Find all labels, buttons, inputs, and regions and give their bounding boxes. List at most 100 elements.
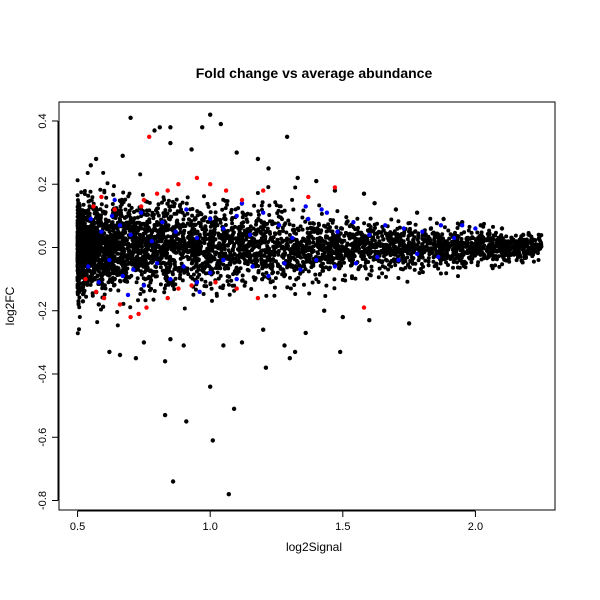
cloud-point	[229, 217, 234, 222]
cloud-point	[125, 266, 130, 271]
cloud-point	[77, 201, 82, 206]
cloud-point	[87, 259, 92, 264]
cloud-point	[323, 239, 328, 244]
cloud-point	[385, 233, 390, 238]
cloud-point	[167, 244, 172, 249]
cloud-point	[145, 219, 150, 224]
cloud-point	[252, 203, 257, 208]
cloud-point	[156, 256, 161, 261]
cloud-point	[383, 251, 388, 256]
cloud-point	[88, 282, 93, 287]
cloud-point	[459, 237, 464, 241]
cloud-point	[379, 230, 384, 235]
cloud-point	[343, 230, 348, 235]
cloud-point	[286, 218, 291, 223]
cloud-point	[443, 241, 448, 246]
cloud-point	[98, 187, 103, 192]
cloud-point	[539, 233, 544, 238]
data-point-series-0	[414, 210, 420, 215]
cloud-point	[193, 287, 198, 292]
cloud-point	[132, 210, 136, 214]
data-point-series-1	[173, 229, 178, 234]
cloud-point	[371, 235, 376, 240]
cloud-point	[240, 273, 245, 278]
cloud-point	[112, 184, 116, 189]
cloud-point	[418, 267, 423, 271]
data-point-series-1	[290, 235, 295, 241]
cloud-point	[372, 238, 377, 243]
cloud-point	[323, 294, 328, 298]
data-point-series-0	[96, 302, 102, 307]
cloud-point	[281, 269, 286, 274]
cloud-point	[180, 278, 185, 283]
data-point-series-2	[117, 302, 123, 307]
cloud-point	[163, 208, 168, 213]
cloud-point	[232, 256, 237, 261]
cloud-point	[174, 250, 179, 255]
cloud-point	[162, 286, 167, 291]
cloud-point	[403, 249, 408, 254]
cloud-point	[167, 240, 172, 244]
cloud-point	[371, 255, 376, 260]
cloud-point	[170, 270, 175, 275]
data-point-series-1	[266, 273, 271, 279]
cloud-point	[168, 261, 173, 266]
cloud-point	[509, 245, 514, 250]
cloud-point	[530, 254, 535, 259]
cloud-point	[358, 264, 363, 268]
data-point-series-0	[332, 188, 338, 193]
cloud-point	[196, 220, 201, 225]
cloud-point	[398, 251, 403, 256]
cloud-point	[491, 244, 496, 248]
cloud-point	[150, 213, 155, 218]
cloud-point	[85, 282, 90, 287]
cloud-point	[326, 260, 331, 265]
data-point-series-2	[144, 305, 149, 310]
cloud-point	[222, 240, 226, 245]
data-point-series-0	[367, 318, 372, 323]
cloud-point	[97, 223, 102, 228]
cloud-point	[161, 211, 166, 216]
cloud-point	[172, 258, 176, 263]
data-point-series-1	[282, 261, 287, 266]
cloud-point	[104, 204, 109, 209]
cloud-point	[86, 275, 91, 280]
cloud-point	[386, 267, 391, 272]
cloud-point	[93, 267, 98, 272]
data-point-series-0	[168, 125, 173, 130]
cloud-point	[362, 221, 367, 226]
cloud-point	[340, 277, 345, 282]
cloud-point	[103, 249, 108, 254]
cloud-point	[438, 271, 443, 276]
cloud-point	[211, 229, 216, 234]
cloud-point	[119, 197, 124, 202]
cloud-point	[229, 207, 234, 212]
cloud-point	[194, 261, 199, 266]
cloud-point	[405, 237, 410, 242]
cloud-point	[259, 203, 264, 208]
cloud-point	[288, 286, 293, 291]
cloud-point	[188, 274, 193, 279]
cloud-point	[81, 244, 86, 249]
cloud-point	[115, 243, 120, 248]
cloud-point	[197, 244, 202, 249]
cloud-point	[375, 235, 380, 240]
cloud-point	[324, 265, 329, 270]
cloud-point	[236, 238, 241, 243]
cloud-point	[208, 235, 213, 240]
cloud-point	[242, 283, 247, 288]
cloud-point	[412, 229, 417, 234]
cloud-point	[470, 235, 475, 240]
cloud-point	[288, 257, 293, 262]
cloud-point	[115, 246, 120, 251]
cloud-point	[136, 220, 141, 225]
cloud-point	[125, 226, 130, 231]
cloud-point	[418, 252, 423, 257]
cloud-point	[356, 243, 361, 248]
cloud-point	[87, 211, 92, 216]
cloud-point	[85, 243, 90, 248]
cloud-point	[174, 244, 179, 249]
cloud-point	[400, 241, 405, 246]
cloud-point	[244, 213, 248, 218]
cloud-point	[206, 204, 211, 209]
